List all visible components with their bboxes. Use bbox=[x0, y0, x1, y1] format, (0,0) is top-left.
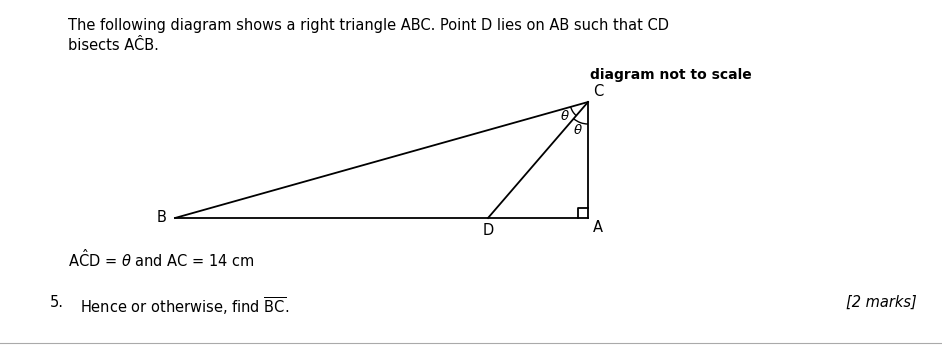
Text: A: A bbox=[593, 220, 603, 235]
Text: diagram not to scale: diagram not to scale bbox=[590, 68, 752, 82]
Text: [2 marks]: [2 marks] bbox=[846, 295, 917, 310]
Text: A$\hat{\rm C}$D = $\theta$ and AC = 14 cm: A$\hat{\rm C}$D = $\theta$ and AC = 14 c… bbox=[68, 248, 255, 270]
Text: D: D bbox=[482, 223, 494, 238]
Text: $\theta$: $\theta$ bbox=[560, 109, 570, 124]
Text: The following diagram shows a right triangle ABC. Point D lies on AB such that C: The following diagram shows a right tria… bbox=[68, 18, 669, 33]
Text: Hence or otherwise, find $\overline{\mathrm{BC}}$.: Hence or otherwise, find $\overline{\mat… bbox=[80, 295, 289, 317]
Text: $\theta$: $\theta$ bbox=[573, 123, 582, 137]
Text: B: B bbox=[157, 211, 167, 225]
Text: 5.: 5. bbox=[50, 295, 64, 310]
Text: bisects AĈB.: bisects AĈB. bbox=[68, 38, 159, 53]
Text: C: C bbox=[593, 84, 603, 99]
